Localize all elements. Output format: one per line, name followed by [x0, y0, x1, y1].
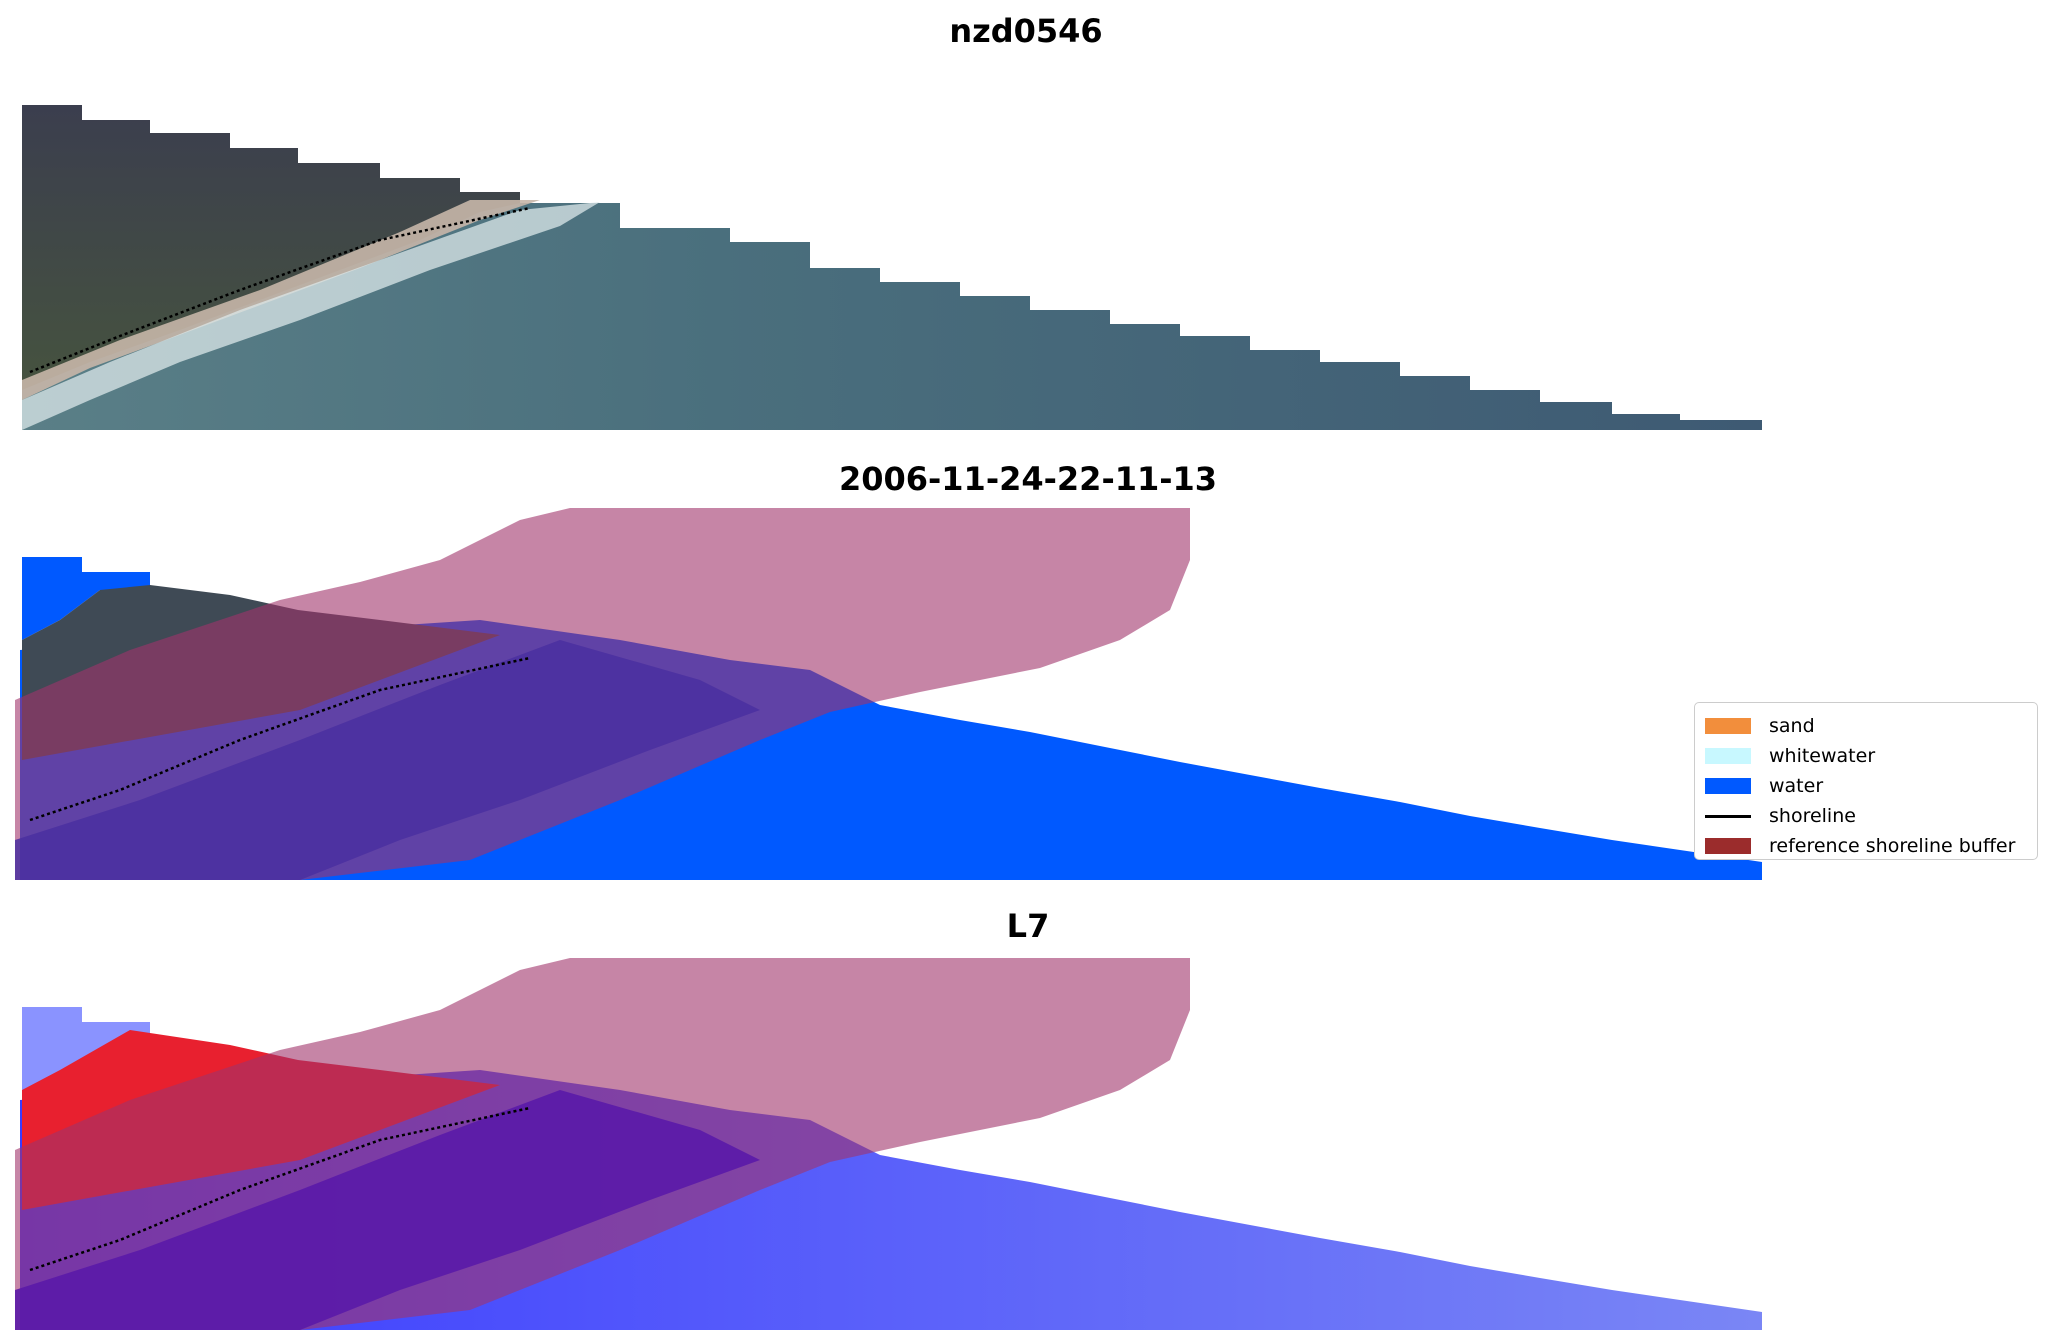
legend-item-reference-buffer: reference shoreline buffer — [1705, 831, 2027, 861]
panel-title-index: L7 — [1006, 907, 1050, 945]
shoreline-classified — [29, 656, 531, 822]
land-area — [22, 105, 520, 390]
whitewater-zone — [22, 202, 600, 430]
legend-label-water: water — [1769, 775, 1824, 797]
shoreline-index — [29, 1106, 531, 1272]
legend-swatch-sand — [1705, 718, 1751, 734]
index-panel — [15, 958, 1762, 1330]
legend-swatch-water — [1705, 778, 1751, 794]
index-land-blue — [22, 1007, 150, 1090]
legend-label-whitewater: whitewater — [1769, 745, 1876, 767]
water-class-land — [22, 557, 150, 640]
legend-label-reference-buffer: reference shoreline buffer — [1769, 835, 2016, 857]
legend-item-whitewater: whitewater — [1705, 741, 2027, 771]
water-over-buffer — [15, 640, 760, 880]
legend-label-shoreline: shoreline — [1769, 805, 1856, 827]
legend-swatch-shoreline — [1705, 814, 1751, 818]
classified-panel — [15, 508, 1762, 880]
legend-swatch-reference-buffer — [1705, 838, 1751, 854]
panel-title-rgb: nzd0546 — [949, 12, 1103, 50]
classified-image — [15, 508, 1762, 880]
legend-item-shoreline: shoreline — [1705, 801, 2027, 831]
legend-item-water: water — [1705, 771, 2027, 801]
index-water-over-buffer — [15, 1090, 760, 1330]
rgb-image-panel — [22, 105, 1762, 430]
legend: sand whitewater water shoreline referenc… — [1694, 702, 2038, 860]
legend-label-sand: sand — [1769, 715, 1815, 737]
rgb-image — [22, 105, 1762, 430]
legend-item-sand: sand — [1705, 711, 2027, 741]
legend-swatch-whitewater — [1705, 748, 1751, 764]
panel-title-classified: 2006-11-24-22-11-13 — [838, 460, 1218, 498]
index-image — [15, 958, 1762, 1330]
